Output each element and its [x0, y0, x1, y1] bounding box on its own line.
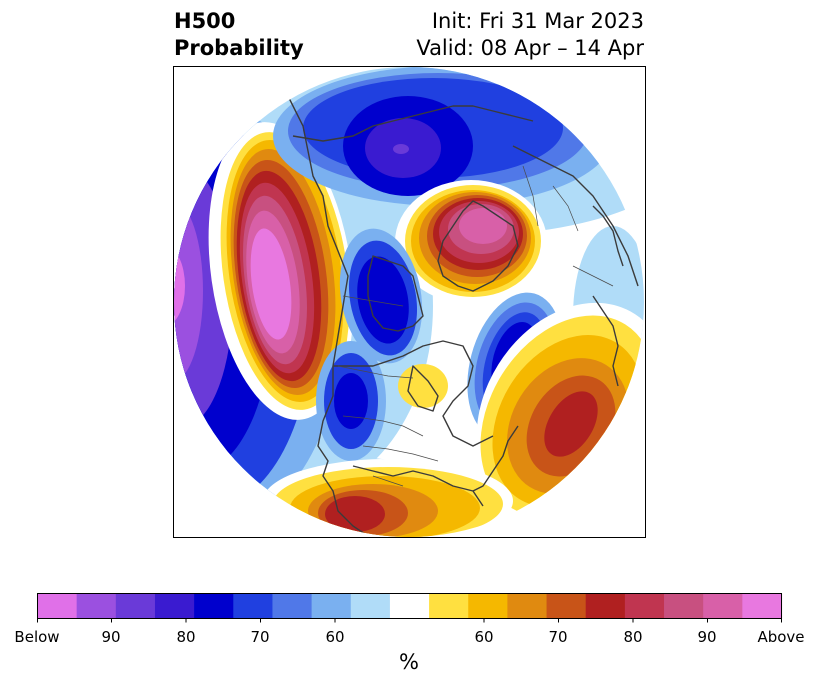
colorbar-swatch [389, 593, 430, 619]
colorbar-swatch [546, 593, 587, 619]
colorbar-label-below-70: 70 [250, 628, 270, 646]
colorbar [37, 593, 783, 623]
colorbar-swatches [37, 593, 783, 619]
colorbar-swatch [154, 593, 195, 619]
colorbar-label-below-80: 80 [176, 628, 196, 646]
init-date: Init: Fri 31 Mar 2023 [431, 9, 644, 33]
colorbar-swatch [664, 593, 704, 619]
colorbar-label-above: Above [757, 628, 805, 646]
southern-us-ridge [263, 459, 513, 537]
colorbar-unit: % [399, 650, 419, 674]
map-title-line2: Probability [174, 36, 304, 60]
colorbar-label-above-80: 80 [623, 628, 643, 646]
colorbar-swatch [37, 593, 78, 619]
valid-date: Valid: 08 Apr – 14 Apr [416, 36, 644, 60]
probability-map [173, 66, 646, 538]
arctic-high [395, 180, 547, 304]
map-title-line1: H500 [174, 9, 236, 33]
colorbar-swatch [194, 593, 234, 619]
colorbar-swatch [350, 593, 391, 619]
colorbar-swatch [507, 593, 548, 619]
colorbar-swatch [429, 593, 469, 619]
greenland-weak-above [398, 364, 448, 408]
north-siberia-trough [273, 67, 613, 206]
colorbar-outline [37, 593, 782, 619]
colorbar-label-below: Below [14, 628, 60, 646]
colorbar-swatch [585, 593, 626, 619]
colorbar-swatch [311, 593, 352, 619]
central-us-trough [316, 341, 386, 461]
colorbar-swatch [115, 593, 156, 619]
colorbar-label-above-60: 60 [474, 628, 494, 646]
forecast-dates: Init: Fri 31 Mar 2023 Valid: 08 Apr – 14… [416, 8, 644, 62]
map-globe [174, 67, 644, 537]
colorbar-swatch [76, 593, 117, 619]
west-canada-ridge [208, 122, 354, 420]
colorbar-swatch [703, 593, 743, 619]
colorbar-label-above-70: 70 [548, 628, 568, 646]
colorbar-swatch [624, 593, 665, 619]
map-title: H500 Probability [174, 8, 304, 62]
colorbar-swatch [272, 593, 313, 619]
colorbar-label-below-60: 60 [325, 628, 345, 646]
coastlines [282, 85, 639, 537]
colorbar-swatch [468, 593, 508, 619]
colorbar-label-above-90: 90 [697, 628, 717, 646]
colorbar-swatch [233, 593, 274, 619]
political-borders [337, 165, 614, 487]
colorbar-ticks [37, 618, 782, 623]
colorbar-swatch [742, 593, 783, 619]
colorbar-label-below-90: 90 [101, 628, 121, 646]
